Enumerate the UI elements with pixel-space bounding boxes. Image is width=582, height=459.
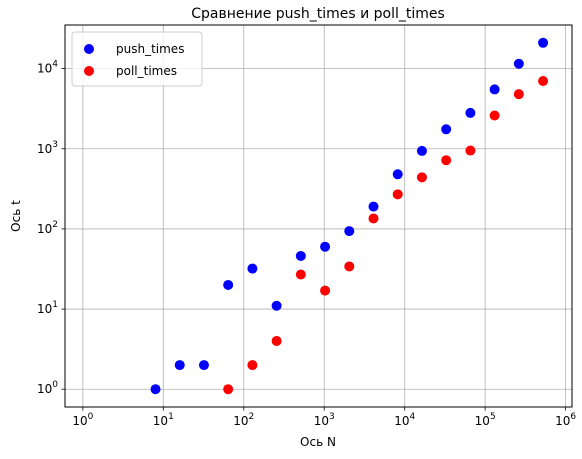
data-point bbox=[223, 384, 234, 395]
legend-label-poll-times: poll_times bbox=[116, 64, 177, 78]
data-point bbox=[489, 84, 500, 95]
x-tick-label: 106 bbox=[555, 412, 576, 428]
data-point bbox=[247, 360, 258, 371]
data-point bbox=[344, 226, 355, 237]
x-tick-label: 102 bbox=[233, 412, 254, 428]
x-axis-ticks: 100 101 102 103 104 105 106 bbox=[72, 407, 576, 428]
data-point bbox=[441, 155, 452, 166]
data-point bbox=[344, 261, 355, 272]
x-tick-label: 105 bbox=[475, 412, 496, 428]
data-point bbox=[416, 145, 427, 156]
data-point bbox=[465, 107, 476, 118]
data-points bbox=[150, 37, 549, 395]
data-point bbox=[271, 300, 282, 311]
grid bbox=[65, 25, 572, 407]
y-axis-ticks: 100 101 102 103 104 bbox=[37, 60, 65, 396]
data-point bbox=[320, 285, 331, 296]
y-tick-label: 103 bbox=[37, 140, 58, 156]
legend-marker-poll-times bbox=[84, 66, 94, 76]
data-point bbox=[223, 279, 234, 290]
y-tick-label: 100 bbox=[37, 380, 58, 396]
data-point bbox=[416, 172, 427, 183]
data-point bbox=[368, 213, 379, 224]
data-point bbox=[513, 58, 524, 69]
data-point bbox=[513, 89, 524, 100]
data-point bbox=[368, 201, 379, 212]
plot-frame bbox=[64, 24, 573, 408]
y-tick-label: 104 bbox=[37, 60, 58, 76]
x-tick-label: 100 bbox=[72, 412, 93, 428]
data-point bbox=[538, 76, 549, 87]
legend-label-push-times: push_times bbox=[116, 42, 184, 56]
legend-box bbox=[71, 31, 203, 87]
data-point bbox=[441, 124, 452, 135]
data-point bbox=[320, 241, 331, 252]
data-point bbox=[198, 360, 209, 371]
data-point bbox=[174, 360, 185, 371]
legend: push_times poll_times bbox=[71, 31, 203, 87]
x-axis-label: Ось N bbox=[300, 435, 336, 449]
x-tick-label: 101 bbox=[153, 412, 174, 428]
data-point bbox=[150, 384, 161, 395]
y-axis-label: Ось t bbox=[9, 200, 23, 232]
data-point bbox=[392, 189, 403, 200]
data-point bbox=[489, 110, 500, 121]
chart-title: Сравнение push_times и poll_times bbox=[191, 6, 445, 22]
plot-area bbox=[65, 25, 572, 407]
x-tick-label: 103 bbox=[314, 412, 335, 428]
data-point bbox=[271, 335, 282, 346]
series-poll-times bbox=[223, 76, 549, 395]
x-tick-label: 104 bbox=[394, 412, 415, 428]
data-point bbox=[392, 169, 403, 180]
series-push-times bbox=[150, 37, 549, 395]
data-point bbox=[538, 37, 549, 48]
y-tick-label: 102 bbox=[37, 220, 58, 236]
legend-marker-push-times bbox=[84, 44, 94, 54]
data-point bbox=[295, 250, 306, 261]
data-point bbox=[247, 263, 258, 274]
data-point bbox=[295, 269, 306, 280]
y-tick-label: 101 bbox=[37, 300, 58, 316]
data-point bbox=[465, 145, 476, 156]
